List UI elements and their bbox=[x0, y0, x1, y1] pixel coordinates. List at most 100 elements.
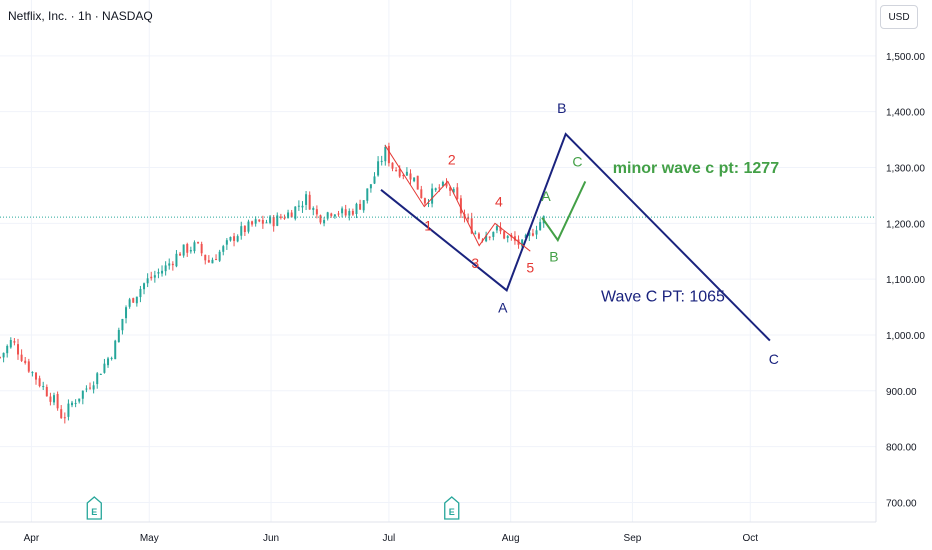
candle-body bbox=[38, 378, 41, 387]
currency-button[interactable]: USD bbox=[880, 5, 918, 29]
candle-body bbox=[103, 363, 106, 373]
candle-body bbox=[171, 263, 174, 266]
candle-body bbox=[258, 219, 261, 222]
candle-body bbox=[423, 198, 426, 204]
wave-label: C bbox=[769, 351, 779, 367]
candle-body bbox=[20, 354, 23, 361]
time-axis[interactable]: Apr May Jun Jul Aug Sep Oct bbox=[0, 521, 876, 544]
candle-body bbox=[143, 283, 146, 290]
wave-target-annotation: minor wave c pt: 1277 bbox=[613, 160, 779, 177]
candle-body bbox=[207, 260, 210, 263]
wave-drawings[interactable] bbox=[380, 132, 771, 342]
candle-body bbox=[63, 417, 66, 419]
candle-body bbox=[459, 198, 462, 214]
candle-body bbox=[474, 232, 477, 234]
candle-body bbox=[456, 187, 459, 199]
candle-body bbox=[301, 205, 304, 208]
candle-body bbox=[470, 218, 473, 234]
candle-body bbox=[211, 259, 214, 264]
candle-body bbox=[24, 360, 27, 364]
candle-body bbox=[369, 184, 372, 189]
candle-body bbox=[431, 188, 434, 204]
candle-body bbox=[387, 145, 390, 164]
candle-body bbox=[377, 161, 380, 176]
candle-body bbox=[254, 219, 257, 224]
candle-body bbox=[330, 213, 333, 216]
chart-grid bbox=[0, 0, 876, 522]
symbol-title[interactable]: Netflix, Inc. · 1h · NASDAQ bbox=[8, 9, 153, 23]
x-tick-label: May bbox=[140, 533, 159, 544]
candle-body bbox=[13, 341, 16, 343]
candle-body bbox=[114, 340, 117, 360]
candle-body bbox=[362, 200, 365, 211]
candle-body bbox=[27, 361, 30, 372]
candle-body bbox=[269, 216, 272, 223]
y-tick-label: 1,500.00 bbox=[886, 52, 925, 63]
candle-body bbox=[290, 212, 293, 218]
price-axis[interactable]: 700.00 800.00 900.00 1,000.00 1,100.00 1,200.… bbox=[875, 0, 932, 550]
earnings-marker[interactable]: E bbox=[86, 496, 102, 520]
candle-body bbox=[344, 209, 347, 216]
candle-body bbox=[272, 216, 275, 227]
wave-label: A bbox=[541, 188, 551, 204]
candle-body bbox=[182, 244, 185, 256]
candle-body bbox=[247, 221, 250, 232]
candle-body bbox=[283, 217, 286, 219]
wave-label: B bbox=[557, 100, 566, 116]
candle-body bbox=[139, 288, 142, 298]
candle-body bbox=[168, 263, 171, 266]
candle-body bbox=[521, 239, 524, 247]
candle-body bbox=[485, 235, 488, 242]
wave-line-impulse[interactable] bbox=[384, 144, 531, 252]
earnings-marker[interactable]: E bbox=[444, 496, 460, 520]
candle-body bbox=[125, 307, 128, 319]
wave-line-major[interactable] bbox=[380, 132, 771, 342]
candle-body bbox=[506, 236, 509, 238]
candle-body bbox=[186, 244, 189, 253]
candle-body bbox=[189, 250, 192, 252]
candle-body bbox=[179, 253, 182, 256]
candle-body bbox=[445, 182, 448, 187]
candle-body bbox=[233, 236, 236, 241]
wave-label: 4 bbox=[495, 194, 503, 210]
wave-label: 2 bbox=[448, 152, 456, 168]
candle-body bbox=[150, 276, 153, 279]
candle-body bbox=[2, 352, 5, 358]
candle-body bbox=[488, 236, 491, 238]
candle-body bbox=[294, 206, 297, 219]
candle-body bbox=[35, 372, 38, 380]
candle-body bbox=[305, 194, 308, 205]
candle-body bbox=[337, 213, 340, 215]
candle-body bbox=[78, 398, 81, 402]
y-tick-label: 1,100.00 bbox=[886, 275, 925, 286]
candle-body bbox=[531, 233, 534, 236]
candle-body bbox=[215, 259, 218, 261]
wave-annotations: minor wave c pt: 1277 Wave C PT: 1065 bbox=[601, 160, 779, 305]
x-tick-label: Apr bbox=[24, 533, 40, 544]
candle-body bbox=[218, 251, 221, 261]
candle-body bbox=[81, 390, 84, 399]
candle-body bbox=[427, 202, 430, 204]
candle-body bbox=[74, 403, 77, 405]
candle-body bbox=[276, 215, 279, 226]
candle-body bbox=[391, 162, 394, 169]
wave-label: A bbox=[498, 300, 508, 316]
wave-label: 3 bbox=[471, 255, 479, 271]
y-tick-label: 800.00 bbox=[886, 443, 917, 454]
candle-body bbox=[99, 373, 102, 375]
candle-body bbox=[384, 146, 387, 162]
candle-body bbox=[467, 217, 470, 220]
candle-body bbox=[60, 409, 63, 419]
candle-body bbox=[135, 296, 138, 304]
last-price-line: 1,211.18 bbox=[0, 209, 932, 226]
candle-body bbox=[326, 212, 329, 219]
candle-body bbox=[438, 187, 441, 189]
price-axis-bg bbox=[876, 0, 932, 550]
candle-body bbox=[409, 173, 412, 180]
wave-line-minor[interactable] bbox=[541, 180, 587, 243]
candle-body bbox=[204, 254, 207, 261]
candle-body bbox=[524, 235, 527, 238]
candle-body bbox=[528, 232, 531, 236]
